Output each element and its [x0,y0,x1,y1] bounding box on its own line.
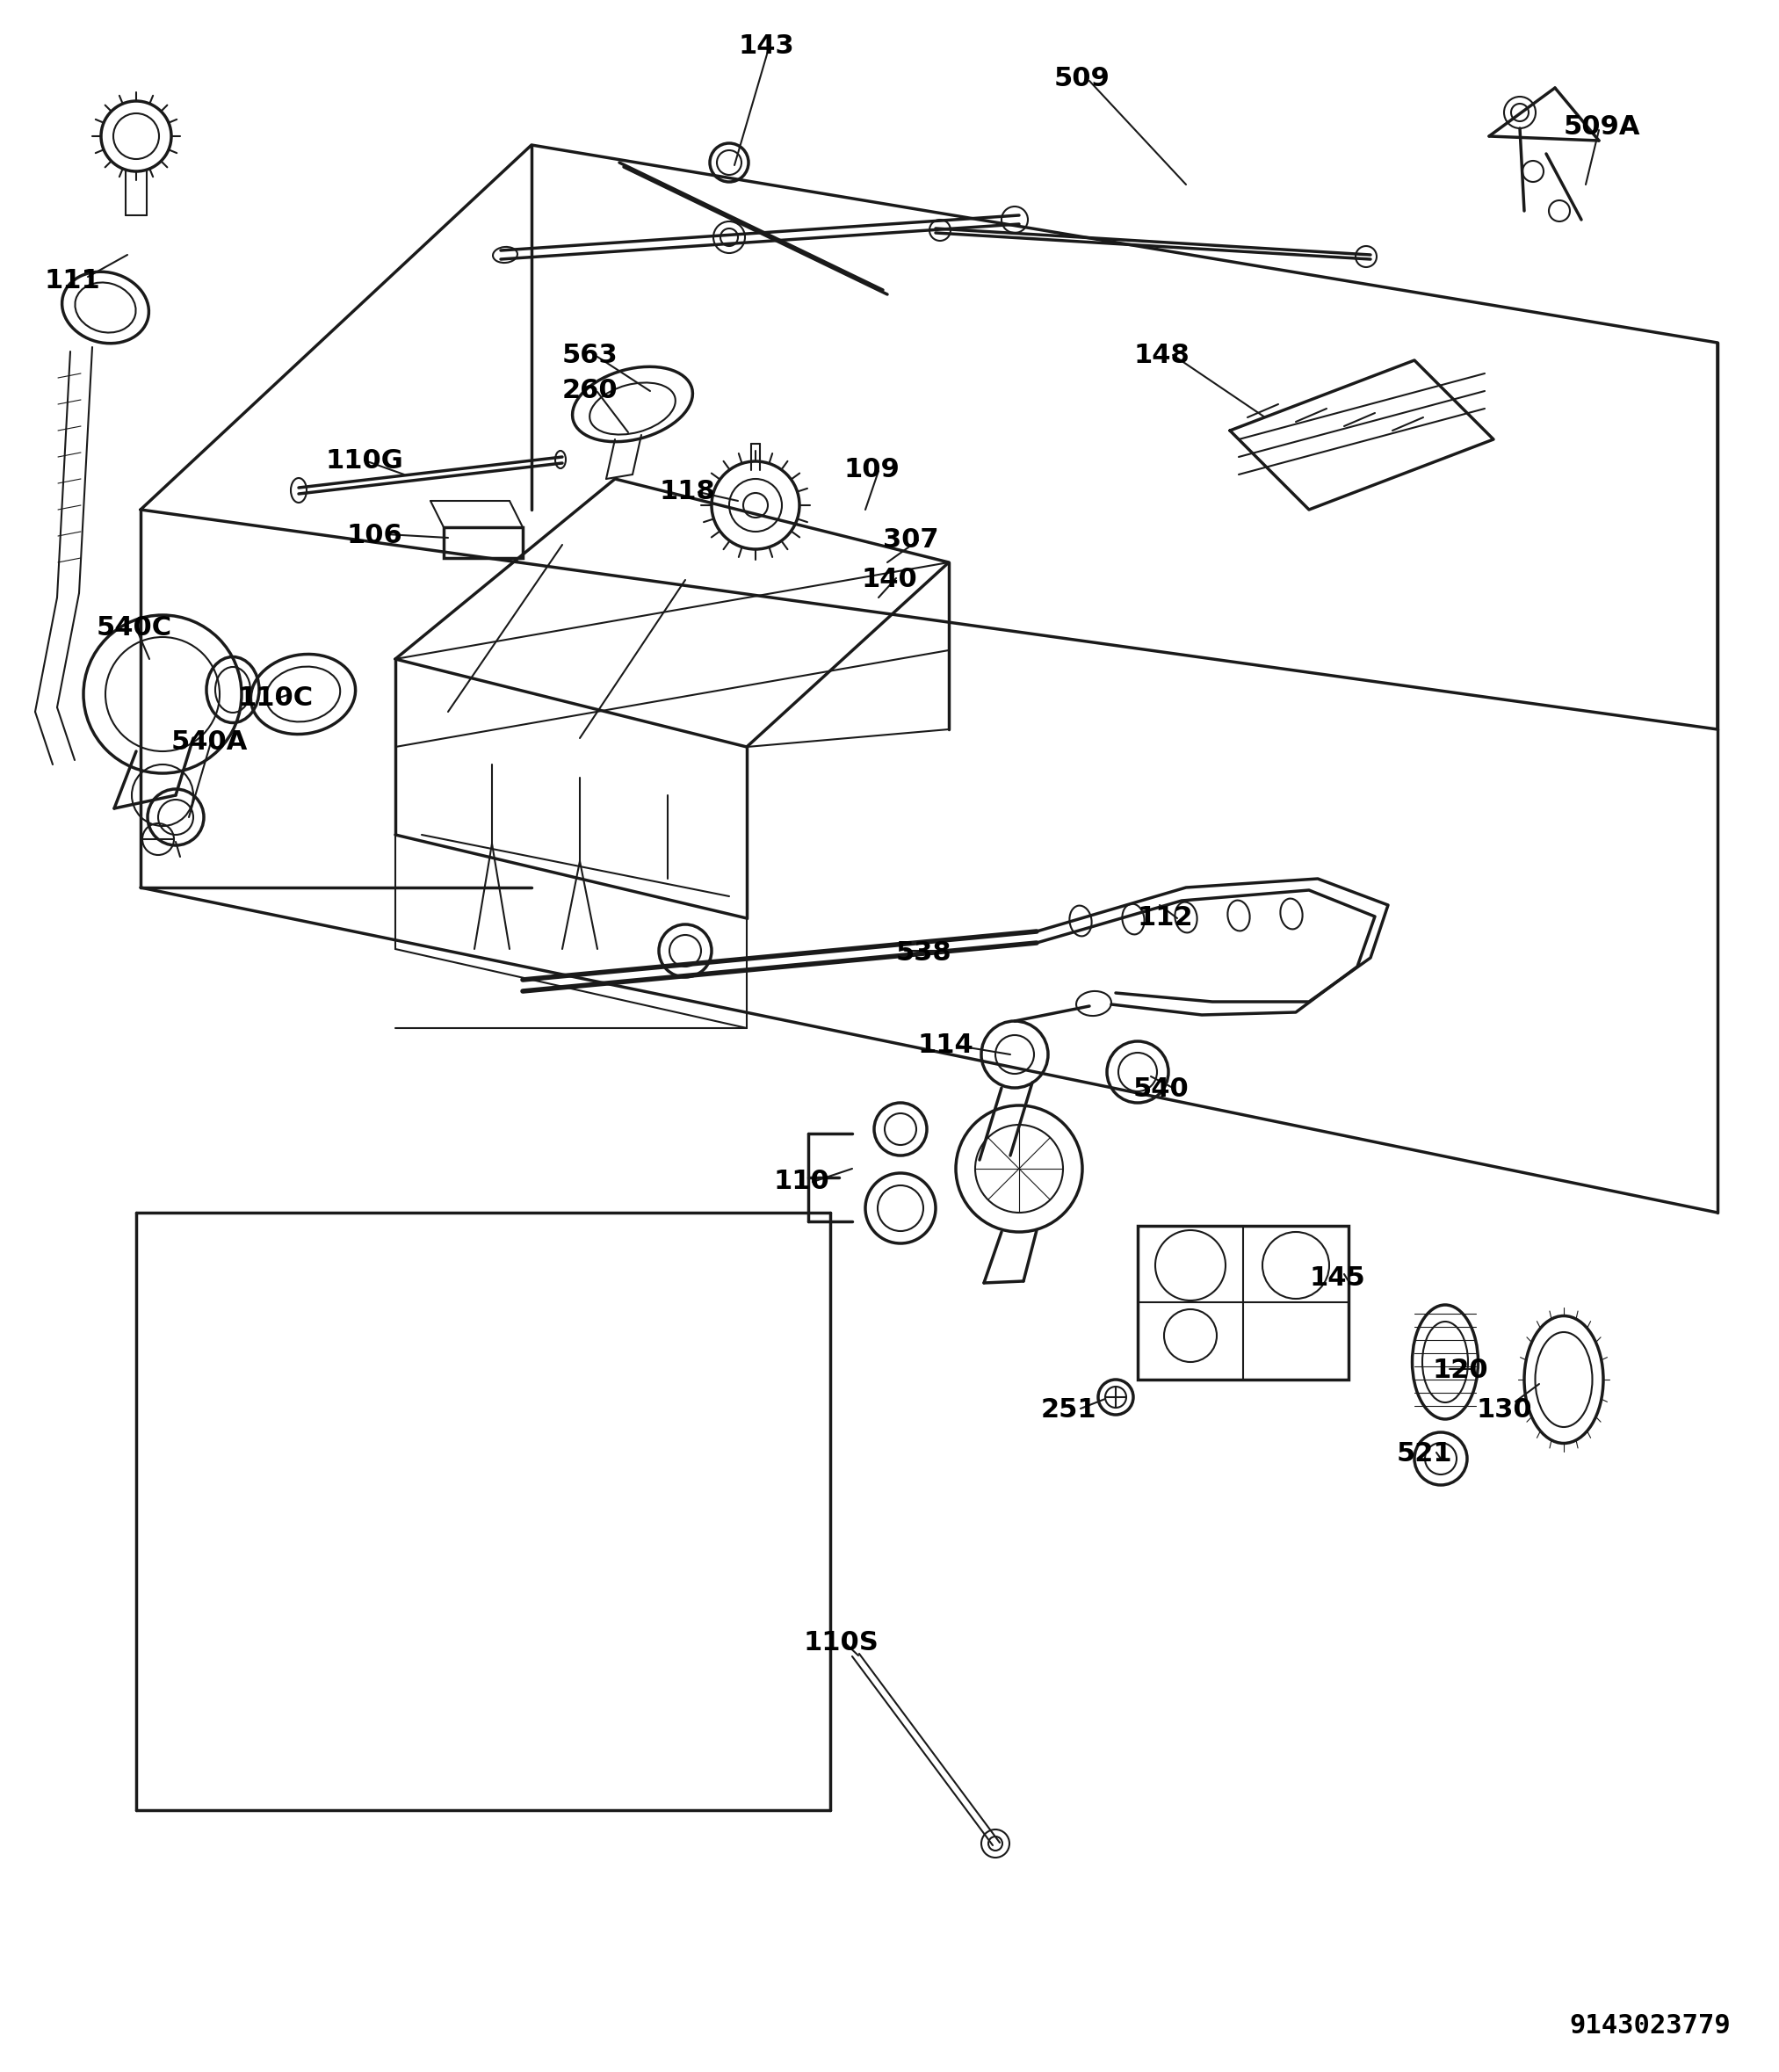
Text: 563: 563 [562,342,617,369]
Text: 111: 111 [44,267,100,294]
Text: 118: 118 [658,479,715,503]
Text: 120: 120 [1432,1357,1487,1384]
Text: 521: 521 [1397,1442,1453,1467]
Text: 148: 148 [1133,342,1190,369]
Text: 110S: 110S [804,1631,879,1656]
Text: 110G: 110G [326,448,404,474]
Text: 260: 260 [562,377,617,404]
Text: 509A: 509A [1564,114,1640,139]
Text: 540A: 540A [171,729,247,754]
Text: 143: 143 [738,33,793,58]
Text: 110: 110 [774,1169,829,1193]
Text: 540C: 540C [96,615,173,640]
Text: 140: 140 [861,568,916,593]
Text: 106: 106 [347,522,404,549]
Text: 112: 112 [1139,905,1194,930]
Text: 509: 509 [1055,66,1110,91]
Text: 540: 540 [1133,1077,1190,1102]
Bar [1139,1227,1348,1380]
Text: 307: 307 [882,526,939,553]
Text: 109: 109 [843,458,900,483]
Text: 538: 538 [897,941,952,966]
Bar [443,526,523,557]
Text: 110C: 110C [237,686,313,711]
Text: 114: 114 [918,1032,975,1059]
Text: 9143023779: 9143023779 [1569,2014,1731,2039]
Text: 130: 130 [1477,1397,1532,1423]
Text: 251: 251 [1041,1397,1098,1423]
Text: 145: 145 [1309,1266,1364,1291]
